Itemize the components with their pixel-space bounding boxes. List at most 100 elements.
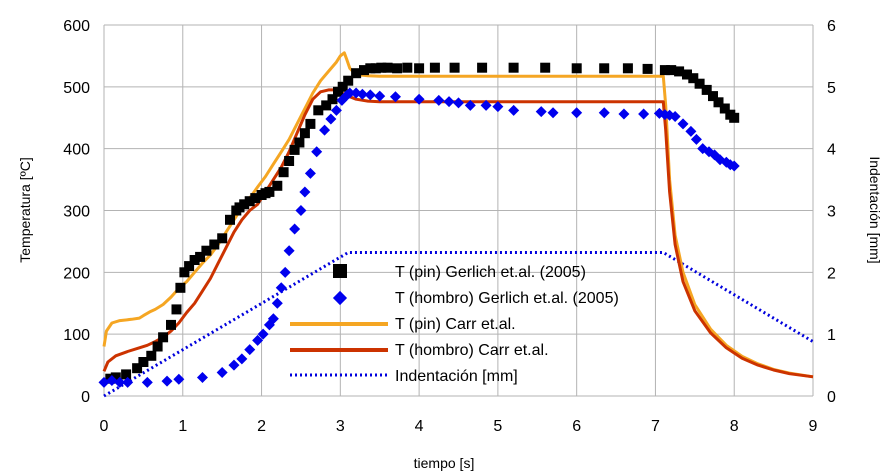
data-point-diamond (330, 104, 342, 116)
y-tick-label: 0 (81, 389, 90, 406)
y2-tick-label: 5 (827, 80, 836, 97)
data-point-diamond (433, 94, 445, 106)
x-axis-title: tiempo [s] (414, 455, 475, 471)
data-point-square (321, 100, 332, 111)
data-point-diamond (141, 376, 153, 388)
x-tick-label: 7 (651, 418, 660, 435)
data-point-diamond (669, 111, 681, 123)
data-point-diamond (216, 367, 228, 379)
data-point-diamond (508, 104, 520, 116)
legend-label-hombro-gerlich: T (hombro) Gerlich et.al. (2005) (395, 290, 619, 307)
data-point-diamond (677, 118, 689, 130)
data-point-diamond (244, 344, 256, 356)
data-point-square (225, 214, 235, 225)
y2-tick-label: 1 (827, 327, 836, 344)
data-point-diamond (236, 353, 248, 365)
data-point-square (449, 62, 460, 73)
data-point-square (201, 245, 212, 256)
data-point-square (179, 267, 190, 278)
data-point-square (138, 357, 149, 367)
data-point-square (166, 319, 176, 330)
legend-marker-pin-gerlich (333, 264, 347, 278)
data-point-diamond (173, 373, 185, 385)
x-tick-label: 3 (336, 418, 345, 435)
data-point-diamond (453, 97, 464, 109)
data-point-square (694, 78, 705, 89)
data-point-square (713, 97, 724, 108)
data-point-diamond (319, 124, 331, 136)
data-point-diamond (275, 282, 287, 294)
data-point-diamond (325, 113, 337, 125)
y-tick-label: 400 (63, 142, 90, 159)
legend-label-pin-carr: T (pin) Carr et.al. (395, 316, 516, 333)
data-point-diamond (289, 223, 301, 235)
y-tick-label: 500 (63, 80, 90, 97)
data-point-square (365, 63, 376, 74)
data-point-square (429, 62, 440, 73)
data-point-square (540, 62, 551, 73)
data-point-square (195, 251, 206, 262)
data-point-square (729, 112, 740, 123)
data-point-square (719, 103, 730, 114)
series-layer (98, 51, 814, 398)
data-point-diamond (535, 106, 547, 118)
data-point-square (343, 75, 354, 86)
data-point-square (701, 84, 712, 95)
data-point-diamond (196, 371, 208, 383)
data-point-square (313, 105, 324, 116)
data-point-square (477, 62, 488, 73)
y2-tick-label: 3 (827, 204, 836, 221)
data-point-square (359, 65, 369, 76)
data-point-diamond (295, 205, 307, 216)
data-point-square (659, 65, 670, 76)
y2-tick-label: 4 (827, 142, 836, 159)
legend-label-hombro-carr: T (hombro) Carr et.al. (395, 342, 549, 359)
data-point-diamond (492, 101, 504, 113)
data-point-square (294, 137, 305, 148)
x-tick-label: 4 (415, 418, 424, 435)
data-point-square (571, 63, 582, 74)
y-tick-label: 200 (63, 265, 90, 282)
legend-marker-hombro-gerlich (332, 290, 348, 306)
data-point-square (414, 63, 425, 74)
data-point-diamond (98, 376, 110, 388)
data-point-square (175, 282, 186, 293)
data-point-diamond (464, 99, 476, 111)
data-point-square (146, 350, 157, 361)
data-point-diamond (283, 245, 295, 257)
x-tick-label: 5 (493, 418, 502, 435)
data-point-square (132, 363, 143, 374)
x-tick-label: 9 (809, 418, 818, 435)
data-point-square (289, 144, 300, 155)
data-point-square (110, 372, 121, 383)
data-point-diamond (252, 334, 264, 346)
data-point-square (209, 239, 220, 250)
x-tick-label: 6 (572, 418, 581, 435)
x-tick-label: 2 (257, 418, 266, 435)
data-point-diamond (374, 90, 386, 102)
series-line-4 (103, 251, 814, 398)
data-point-square (158, 332, 169, 343)
data-point-square (250, 193, 261, 204)
data-point-diamond (114, 376, 126, 388)
data-point-square (278, 167, 289, 178)
data-point-diamond (356, 88, 368, 100)
data-point-diamond (267, 313, 279, 325)
data-point-square (184, 261, 195, 272)
data-point-square (299, 128, 310, 139)
legend-label-pin-gerlich: T (pin) Gerlich et.al. (2005) (395, 264, 586, 281)
y2-axis-title: Indentación [mm] (867, 156, 883, 263)
data-point-square (382, 62, 393, 73)
legend: T (pin) Gerlich et.al. (2005) T (hombro)… (290, 264, 619, 385)
data-point-square (171, 304, 182, 315)
data-point-diamond (728, 160, 740, 172)
data-point-diamond (122, 376, 134, 388)
data-point-square (622, 63, 633, 74)
y-axis-title: Temperatura [ºC] (17, 157, 33, 263)
data-point-square (402, 62, 413, 73)
data-point-square (708, 91, 718, 102)
data-point-diamond (161, 375, 173, 387)
data-point-square (642, 63, 653, 74)
